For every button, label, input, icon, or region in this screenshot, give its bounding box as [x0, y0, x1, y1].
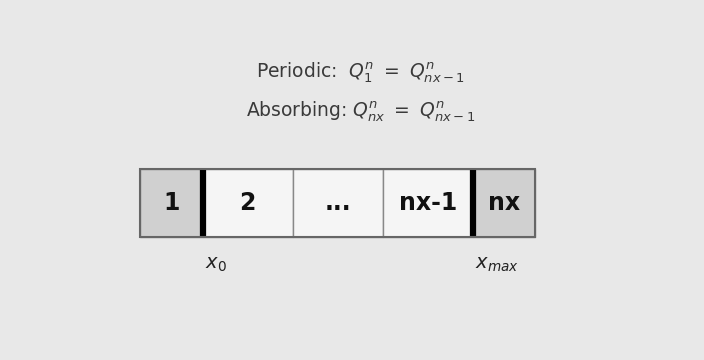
Text: nx-1: nx-1: [398, 191, 457, 215]
Bar: [140, 169, 536, 237]
Text: 1: 1: [163, 191, 180, 215]
Text: nx: nx: [488, 191, 520, 215]
Text: $x_{max}$: $x_{max}$: [475, 255, 520, 274]
Bar: [472, 169, 535, 237]
Text: $x_0$: $x_0$: [206, 255, 227, 274]
Text: 2: 2: [239, 191, 256, 215]
Text: ...: ...: [325, 191, 351, 215]
Bar: [203, 169, 293, 237]
Bar: [140, 169, 203, 237]
Text: Periodic:  $Q_1^n\ =\ Q_{nx-1}^n$: Periodic: $Q_1^n\ =\ Q_{nx-1}^n$: [256, 60, 465, 85]
Bar: [293, 169, 383, 237]
Bar: [383, 169, 472, 237]
Text: Absorbing: $Q_{nx}^n\ =\ Q_{nx-1}^n$: Absorbing: $Q_{nx}^n\ =\ Q_{nx-1}^n$: [246, 99, 476, 123]
